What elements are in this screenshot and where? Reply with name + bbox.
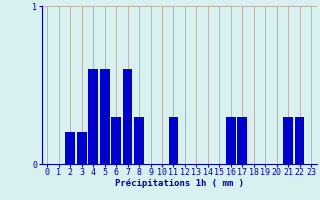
Bar [169,117,178,164]
Bar [77,132,87,164]
Bar [237,117,247,164]
Bar [100,69,109,164]
Bar [111,117,121,164]
Bar [88,69,98,164]
Bar [123,69,132,164]
Bar [295,117,304,164]
Bar [134,117,144,164]
Bar [226,117,236,164]
X-axis label: Précipitations 1h ( mm ): Précipitations 1h ( mm ) [115,179,244,188]
Bar [283,117,293,164]
Bar [65,132,75,164]
